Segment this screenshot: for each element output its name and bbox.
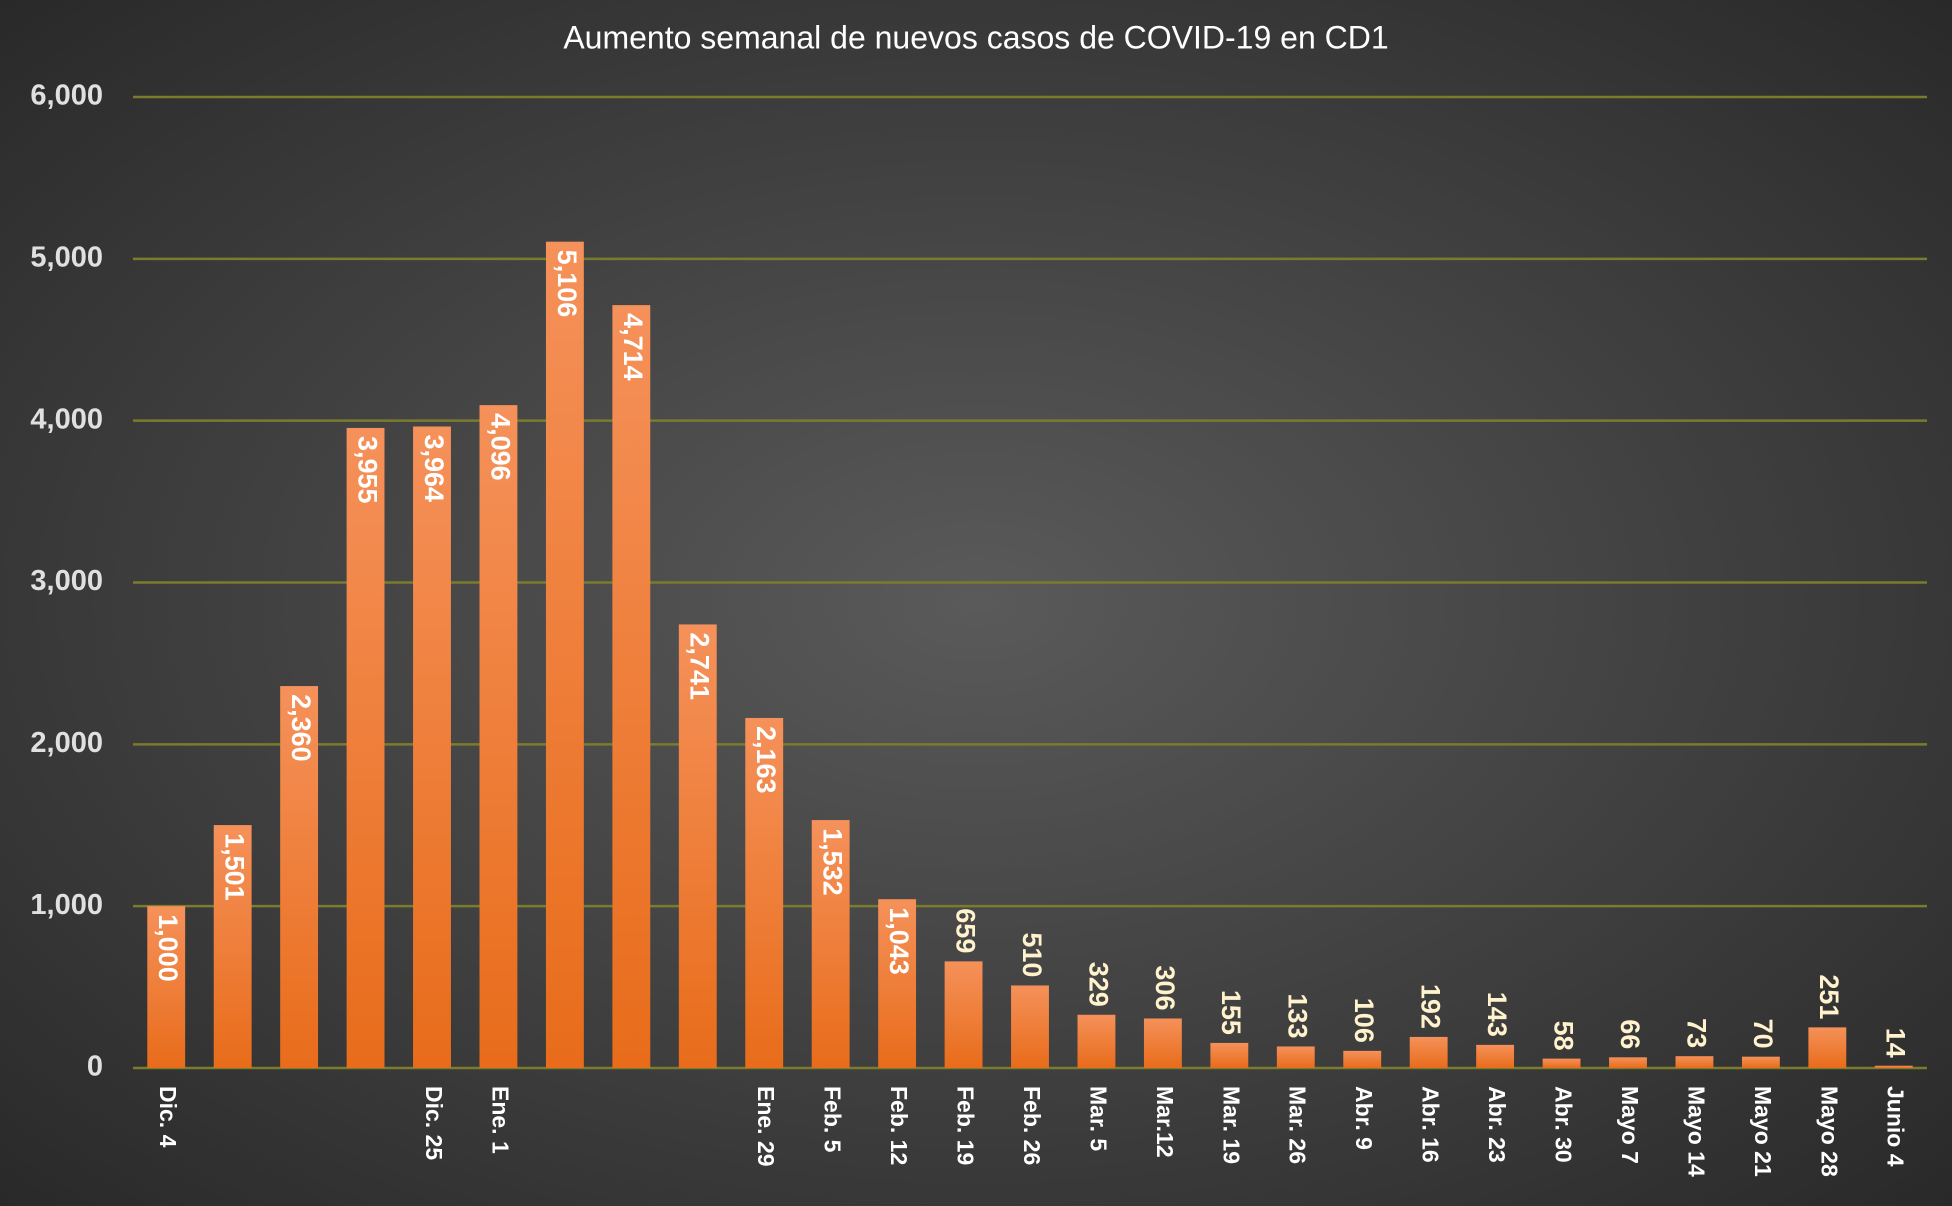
value-label: 73	[1681, 1018, 1711, 1048]
y-tick-label: 1,000	[30, 889, 103, 921]
x-tick-label: Feb. 19	[952, 1086, 978, 1165]
x-tick-label: Abr. 30	[1550, 1086, 1576, 1163]
y-tick-label: 4,000	[30, 403, 103, 435]
bar	[1542, 1058, 1581, 1068]
x-tick-label: Abr. 9	[1351, 1086, 1377, 1150]
bar	[280, 686, 319, 1068]
x-tick-label: Abr. 23	[1484, 1086, 1510, 1163]
value-label: 4,096	[485, 413, 515, 481]
y-tick-label: 0	[87, 1051, 103, 1083]
bar	[346, 427, 385, 1068]
bar	[1011, 985, 1049, 1068]
value-label: 1,532	[818, 828, 848, 896]
value-label: 143	[1482, 992, 1512, 1037]
x-tick-label: Feb. 5	[820, 1086, 846, 1153]
value-label: 106	[1349, 998, 1379, 1043]
y-tick-label: 6,000	[30, 80, 103, 112]
x-tick-label: Abr. 16	[1418, 1086, 1444, 1163]
x-tick-label: Mar. 19	[1218, 1086, 1244, 1164]
value-label: 133	[1283, 993, 1313, 1038]
bar	[413, 426, 451, 1068]
x-tick-label: Mayo 7	[1617, 1086, 1643, 1164]
value-label: 14	[1881, 1028, 1911, 1058]
x-tick-label: Ene. 29	[753, 1086, 779, 1167]
bar	[1210, 1042, 1249, 1068]
bar	[944, 961, 983, 1068]
bar	[1276, 1046, 1315, 1068]
value-label: 306	[1150, 965, 1180, 1010]
x-tick-label: Junio 4	[1883, 1086, 1909, 1167]
bar	[1343, 1050, 1382, 1068]
bar	[213, 825, 252, 1068]
x-tick-label: Mar. 5	[1085, 1086, 1111, 1151]
x-tick-label: Feb. 12	[886, 1086, 912, 1165]
value-label: 659	[950, 908, 980, 953]
value-label: 2,163	[751, 726, 781, 794]
value-label: 58	[1548, 1021, 1578, 1051]
value-label: 155	[1216, 990, 1246, 1035]
bar	[1609, 1057, 1647, 1068]
x-tick-label: Mayo 14	[1683, 1086, 1709, 1177]
bar	[678, 624, 717, 1068]
value-label: 192	[1416, 984, 1446, 1029]
chart-title: Aumento semanal de nuevos casos de COVID…	[563, 19, 1388, 55]
bar	[745, 717, 784, 1068]
x-tick-label: Dic. 4	[155, 1086, 181, 1148]
y-tick-label: 2,000	[30, 727, 103, 759]
value-label: 510	[1017, 932, 1047, 977]
x-tick-label: Mar.12	[1152, 1086, 1178, 1158]
value-label: 70	[1748, 1019, 1778, 1049]
x-tick-label: Mar. 26	[1285, 1086, 1311, 1164]
bar	[612, 305, 651, 1068]
bar	[1741, 1056, 1780, 1068]
value-label: 2,360	[286, 694, 316, 762]
value-label: 1,000	[153, 914, 183, 982]
value-label: 1,043	[884, 907, 914, 975]
bar	[545, 241, 584, 1068]
bar	[147, 906, 186, 1068]
y-tick-label: 3,000	[30, 565, 103, 597]
bar	[1675, 1056, 1714, 1068]
x-tick-label: Ene. 1	[487, 1086, 513, 1154]
value-label: 2,741	[685, 632, 715, 700]
bar	[1077, 1014, 1116, 1068]
value-label: 329	[1083, 962, 1113, 1007]
value-label: 66	[1615, 1019, 1645, 1049]
bar	[479, 405, 518, 1068]
bar	[1874, 1065, 1913, 1068]
bar	[1808, 1027, 1847, 1068]
bar	[811, 820, 850, 1068]
value-label: 3,955	[352, 436, 382, 504]
x-tick-label: Dic. 25	[421, 1086, 447, 1160]
value-label: 3,964	[419, 434, 449, 502]
value-label: 251	[1814, 974, 1844, 1019]
y-tick-label: 5,000	[30, 241, 103, 273]
bar	[1143, 1018, 1182, 1068]
bar	[878, 899, 917, 1068]
x-tick-label: Mayo 28	[1816, 1086, 1842, 1177]
bar	[1476, 1044, 1515, 1068]
value-label: 4,714	[618, 313, 648, 381]
value-label: 1,501	[220, 833, 250, 901]
value-label: 5,106	[552, 250, 582, 318]
x-tick-label: Mayo 21	[1750, 1086, 1776, 1177]
x-tick-label: Feb. 26	[1019, 1086, 1045, 1165]
bar	[1409, 1036, 1448, 1068]
